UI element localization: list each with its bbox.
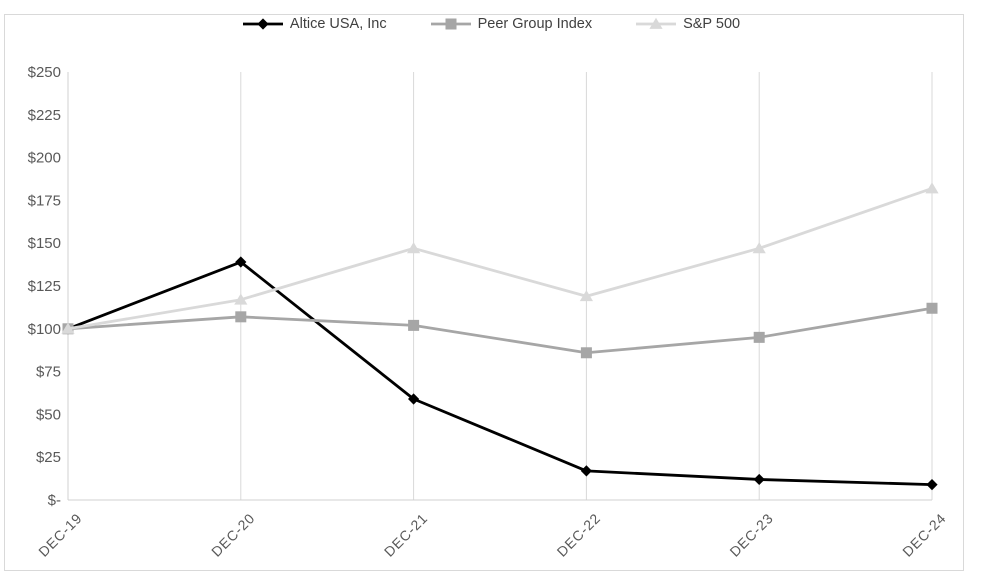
x-tick-label: DEC-23 — [726, 510, 776, 560]
data-point-series0-dec-22 — [580, 465, 592, 477]
y-tick-label: $175 — [28, 192, 61, 209]
legend-marker-shape — [649, 17, 663, 29]
series-line-0 — [67, 260, 933, 486]
legend-label-peer-group-index: Peer Group Index — [477, 16, 593, 32]
y-tick-label: $225 — [28, 107, 61, 124]
data-point-series1-dec-22 — [580, 347, 592, 359]
data-point-series1-dec-24 — [926, 302, 938, 314]
x-tick-label: DEC-20 — [208, 510, 258, 560]
y-tick-label: $- — [48, 492, 61, 509]
legend-marker-shape — [257, 18, 269, 30]
y-tick-label: $250 — [28, 64, 61, 81]
data-point-series2-dec-20 — [234, 293, 248, 305]
data-point-series0-dec-21 — [408, 393, 420, 405]
data-point-series0-dec-24 — [926, 478, 938, 491]
x-tick-label: DEC-21 — [381, 510, 431, 560]
data-point-series2-dec-22 — [579, 290, 593, 302]
data-point-series2-dec-24 — [925, 182, 939, 194]
x-tick-label: DEC-22 — [554, 510, 604, 560]
y-tick-label: $50 — [36, 406, 61, 423]
data-point-series0-dec-20 — [235, 256, 247, 268]
legend-label-altice-usa: Altice USA, Inc — [289, 16, 387, 32]
y-tick-label: $75 — [36, 364, 61, 381]
legend-marker-diamond-icon — [242, 18, 283, 30]
chart-legend: Altice USA, Inc Peer Group Index S&P 500 — [0, 16, 983, 32]
legend-item-peer-group-index: Peer Group Index — [430, 16, 593, 32]
x-tick-label: DEC-24 — [899, 510, 949, 560]
x-tick-label: DEC-19 — [35, 510, 85, 560]
y-tick-label: $125 — [28, 278, 61, 295]
series-line-1 — [67, 306, 933, 355]
legend-item-sp500: S&P 500 — [636, 16, 740, 32]
data-point-series2-dec-19 — [61, 322, 75, 334]
series-line-2 — [67, 187, 933, 331]
data-point-series2-dec-23 — [752, 242, 766, 254]
data-point-series2-dec-21 — [407, 242, 421, 254]
legend-marker-triangle-icon — [636, 17, 677, 29]
legend-label-sp500: S&P 500 — [683, 16, 741, 32]
data-point-series1-dec-23 — [753, 331, 765, 343]
data-point-series1-dec-21 — [408, 319, 420, 331]
y-tick-label: $150 — [28, 235, 61, 252]
y-tick-label: $200 — [28, 150, 61, 167]
legend-marker-square-icon — [430, 18, 471, 30]
data-point-series1-dec-20 — [235, 311, 247, 323]
y-tick-label: $25 — [36, 449, 61, 466]
y-tick-label: $100 — [28, 321, 61, 338]
legend-marker-shape — [445, 18, 457, 30]
data-point-series0-dec-23 — [753, 473, 765, 486]
legend-item-altice-usa: Altice USA, Inc — [242, 16, 387, 32]
